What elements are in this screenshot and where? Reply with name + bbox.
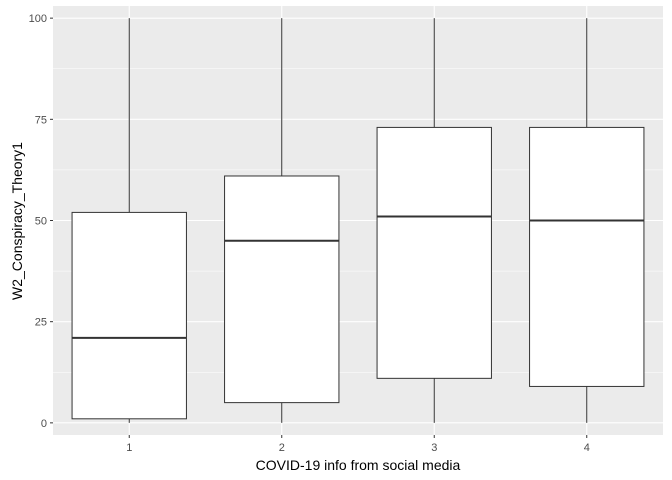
x-tick-label: 4 <box>584 442 590 454</box>
iqr-box <box>376 126 492 379</box>
y-tick-label: 75 <box>35 114 47 126</box>
iqr-box <box>71 211 187 420</box>
y-tick-label: 50 <box>35 216 47 228</box>
x-axis-title: COVID-19 info from social media <box>256 457 461 473</box>
box-group-3 <box>376 18 492 423</box>
y-tick-label: 25 <box>35 317 47 329</box>
y-tick-label: 100 <box>29 13 47 25</box>
x-tick-label: 2 <box>279 442 285 454</box>
y-tick-label: 0 <box>41 418 47 430</box>
y-axis: 0 25 50 75 100 <box>29 13 53 430</box>
box-group-2 <box>224 18 340 423</box>
x-axis: 1 2 3 4 <box>126 435 590 454</box>
iqr-box <box>224 175 340 404</box>
box-group-4 <box>529 18 645 423</box>
box-group-1 <box>71 18 187 423</box>
box-series <box>71 18 645 423</box>
x-tick-label: 1 <box>126 442 132 454</box>
y-axis-title: W2_Conspiracy_Theory1 <box>9 142 25 300</box>
x-tick-label: 3 <box>431 442 437 454</box>
iqr-box <box>529 126 645 387</box>
